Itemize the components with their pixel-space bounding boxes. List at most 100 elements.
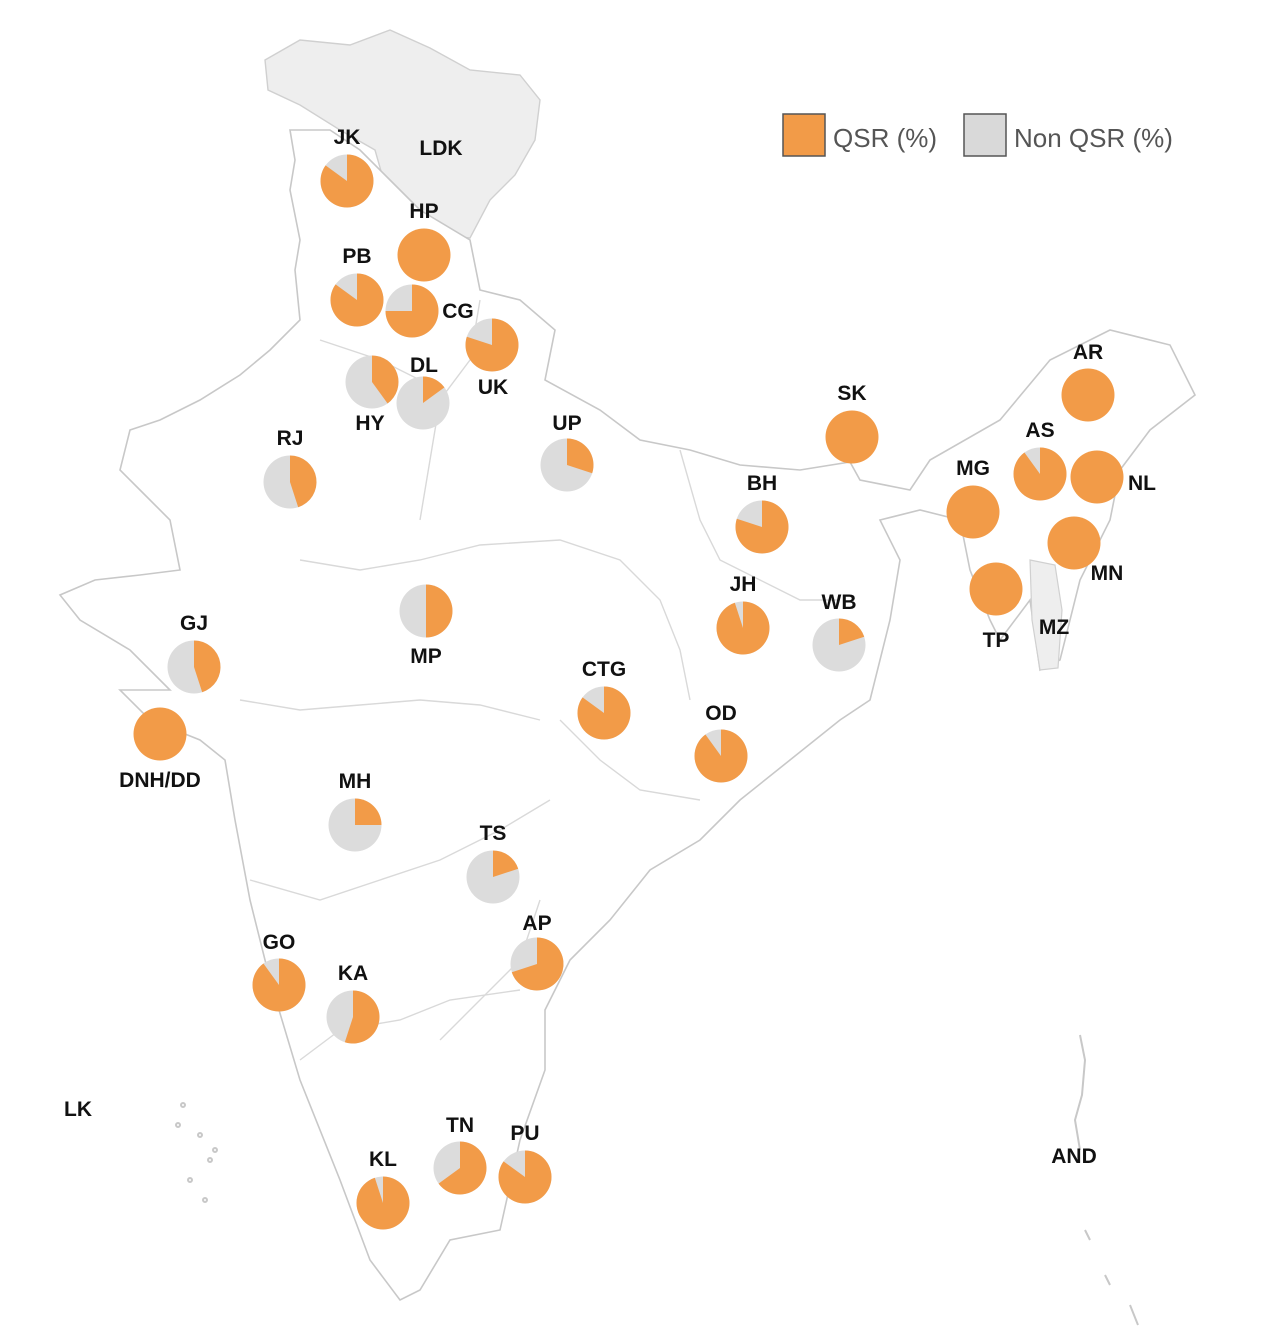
region-label-hp: HP [409, 200, 438, 223]
pie-slice-qsr-wb [839, 618, 865, 645]
pie-pu: PU [498, 1122, 552, 1204]
region-label-hy: HY [355, 412, 384, 435]
region-label-mn: MN [1091, 562, 1124, 585]
region-label-ts: TS [480, 822, 507, 845]
pie-slice-qsr-cg [385, 284, 439, 338]
label-and: AND [1051, 1145, 1097, 1168]
pie-jh: JH [716, 573, 770, 655]
pie-slice-qsr-as [1013, 447, 1067, 501]
region-label-jk: JK [334, 126, 361, 149]
legend: QSR (%) Non QSR (%) [782, 113, 1173, 157]
pie-tp: TP [969, 562, 1023, 652]
pie-ctg: CTG [577, 658, 631, 740]
pie-slice-qsr-pb [330, 273, 384, 327]
pie-slice-qsr-hp [397, 228, 451, 282]
pie-slice-qsr-mp [426, 584, 453, 638]
pie-slice-qsr-tp [969, 562, 1023, 616]
pie-slice-qsr-dnh-dd [133, 707, 187, 761]
legend-label-qsr: QSR (%) [833, 123, 937, 153]
state-boundary [299, 989, 521, 1061]
ladakh-region [264, 29, 541, 239]
nicobar-islands [1084, 1229, 1139, 1326]
pie-mh: MH [328, 770, 382, 852]
region-label-ar: AR [1073, 341, 1103, 364]
andaman-islands [1073, 1034, 1087, 1151]
label-lk: LK [64, 1098, 92, 1121]
region-label-wb: WB [822, 591, 857, 614]
pie-up: UP [540, 412, 594, 492]
lakshadweep-islands [175, 1102, 218, 1203]
pie-slice-qsr-uk [465, 318, 519, 372]
pie-slice-qsr-jk [320, 154, 374, 208]
pie-go: GO [252, 931, 306, 1012]
pie-jk: JK [320, 126, 374, 208]
legend-label-non-qsr: Non QSR (%) [1014, 123, 1173, 153]
region-label-uk: UK [478, 376, 508, 399]
pie-tn: TN [433, 1114, 487, 1195]
region-label-ka: KA [338, 962, 368, 985]
pie-slice-qsr-nl [1070, 450, 1124, 504]
pie-slice-qsr-dl [423, 376, 445, 403]
region-label-pb: PB [342, 245, 371, 268]
pie-od: OD [694, 702, 748, 783]
pie-ap: AP [510, 912, 564, 991]
region-label-jh: JH [730, 573, 757, 596]
pie-nl: NL [1070, 450, 1156, 504]
region-label-rj: RJ [277, 427, 304, 450]
pie-slice-qsr-go [252, 958, 306, 1012]
pie-bh: BH [735, 472, 789, 554]
pie-ar: AR [1061, 341, 1115, 422]
state-boundary [249, 799, 551, 901]
pie-pb: PB [330, 245, 384, 327]
pie-slice-qsr-up [567, 438, 594, 474]
region-label-mh: MH [339, 770, 372, 793]
state-boundary [299, 539, 691, 701]
region-label-sk: SK [837, 382, 866, 405]
legend-swatch-qsr [782, 113, 826, 157]
state-boundary [239, 699, 541, 721]
pie-slice-qsr-tn [438, 1141, 487, 1195]
pie-slice-qsr-mg [946, 485, 1000, 539]
region-label-cg: CG [442, 300, 474, 323]
region-label-nl: NL [1128, 472, 1156, 495]
pie-as: AS [1013, 419, 1067, 501]
region-label-od: OD [705, 702, 737, 725]
pie-slice-qsr-od [694, 729, 748, 783]
region-label-gj: GJ [180, 612, 208, 635]
region-label-pu: PU [510, 1122, 539, 1145]
pie-slice-qsr-ka [344, 990, 380, 1044]
region-label-go: GO [263, 931, 296, 954]
pie-slice-qsr-ctg [577, 686, 631, 740]
pie-gj: GJ [167, 612, 221, 694]
region-label-up: UP [552, 412, 581, 435]
label-ldk: LDK [419, 137, 462, 160]
pie-dnh-dd: DNH/DD [119, 707, 201, 792]
region-label-dnh-dd: DNH/DD [119, 769, 201, 792]
pie-kl: KL [356, 1148, 410, 1230]
region-label-kl: KL [369, 1148, 397, 1171]
pie-slice-qsr-gj [194, 640, 221, 693]
pie-slice-qsr-bh [735, 500, 789, 554]
pie-slice-qsr-pu [498, 1150, 552, 1204]
pie-slice-qsr-kl [356, 1176, 410, 1230]
pie-hy: HY [345, 355, 399, 435]
pie-slice-qsr-rj [290, 455, 317, 508]
region-label-ap: AP [522, 912, 551, 935]
pie-layer: JK HP PB CG UK HY DL RJ UP SK AR AS NL MG MN TP BH JH WB GJ… [119, 126, 1156, 1230]
legend-swatch-non-qsr [963, 113, 1007, 157]
mizoram-region [1029, 559, 1063, 671]
region-label-mp: MP [410, 645, 442, 668]
pie-cg: CG [385, 284, 474, 338]
pie-wb: WB [812, 591, 866, 672]
pie-hp: HP [397, 200, 451, 282]
pie-rj: RJ [263, 427, 317, 509]
pie-slice-qsr-mn [1047, 516, 1101, 570]
region-label-ctg: CTG [582, 658, 626, 681]
pie-ka: KA [326, 962, 380, 1044]
pie-dl: DL [396, 354, 450, 430]
pie-mn: MN [1047, 516, 1124, 585]
pie-sk: SK [825, 382, 879, 464]
pie-slice-qsr-hy [372, 355, 399, 404]
pie-slice-qsr-jh [716, 601, 770, 655]
